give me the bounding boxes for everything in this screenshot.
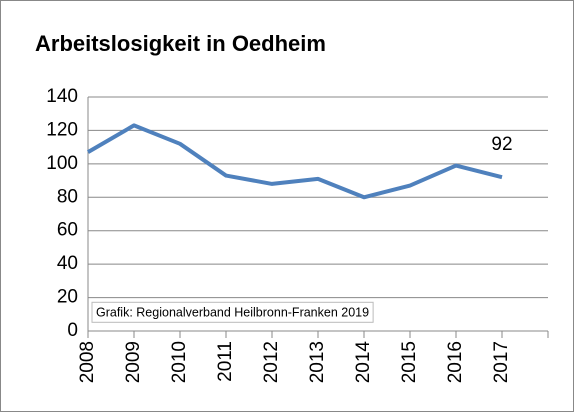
x-tick-label: 2015	[399, 341, 420, 383]
y-tick-label: 120	[46, 119, 78, 140]
x-tick-label: 2009	[123, 341, 144, 383]
y-tick-label: 100	[46, 153, 78, 174]
y-tick-label: 0	[67, 320, 78, 341]
y-tick-label: 60	[57, 220, 78, 241]
y-tick-label: 40	[57, 253, 78, 274]
x-tick-label: 2017	[491, 341, 512, 383]
x-tick-label: 2008	[77, 341, 98, 383]
x-tick-label: 2016	[445, 341, 466, 383]
y-tick-label: 80	[57, 186, 78, 207]
x-tick-label: 2014	[353, 341, 374, 384]
data-label: 92	[491, 134, 512, 155]
x-tick-label: 2012	[261, 341, 282, 383]
line	[86, 123, 503, 200]
y-tick-label: 20	[57, 287, 78, 308]
x-tick-label: 2010	[169, 341, 190, 383]
annotation-box	[91, 301, 374, 323]
annotation: Grafik: Regionalverband Heilbronn-Franke…	[96, 305, 369, 319]
y-tick-label: 140	[46, 86, 78, 107]
chart-title: Arbeitslosigkeit in Oedheim	[35, 31, 326, 56]
x-tick-label: 2011	[215, 341, 236, 382]
x-tick-label: 2013	[307, 341, 328, 383]
